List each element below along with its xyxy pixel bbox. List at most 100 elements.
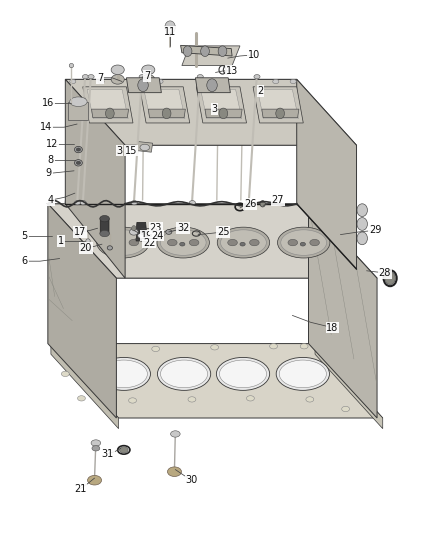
Ellipse shape [211,345,219,350]
Ellipse shape [107,239,117,246]
Circle shape [357,204,367,216]
Circle shape [201,46,209,56]
Ellipse shape [300,344,308,349]
Ellipse shape [241,83,246,86]
Ellipse shape [142,75,155,84]
Ellipse shape [130,229,138,235]
Polygon shape [140,87,190,123]
Ellipse shape [91,440,101,446]
Ellipse shape [180,243,185,246]
Text: 3: 3 [212,104,218,114]
Polygon shape [137,142,152,152]
Ellipse shape [69,348,77,353]
Polygon shape [68,102,88,120]
Ellipse shape [166,230,172,235]
Ellipse shape [288,239,297,246]
Ellipse shape [97,358,150,390]
Ellipse shape [92,446,100,451]
Text: 21: 21 [74,484,86,494]
Ellipse shape [120,243,125,246]
Text: 7: 7 [97,73,103,83]
Text: 19: 19 [141,231,153,241]
Text: 12: 12 [46,139,58,149]
Ellipse shape [111,65,124,75]
Ellipse shape [281,230,327,255]
Polygon shape [297,79,357,269]
Ellipse shape [74,160,82,166]
Ellipse shape [88,75,94,79]
Ellipse shape [167,467,181,477]
Text: 30: 30 [186,475,198,485]
Polygon shape [258,90,298,119]
Circle shape [218,46,227,56]
Polygon shape [92,109,129,118]
Ellipse shape [152,346,159,352]
Polygon shape [201,90,242,119]
Text: 5: 5 [21,231,28,241]
Ellipse shape [157,79,163,84]
Ellipse shape [157,358,211,390]
Ellipse shape [157,227,209,258]
Text: 23: 23 [149,223,162,233]
Circle shape [357,232,367,245]
Circle shape [357,217,367,230]
Polygon shape [136,231,147,241]
Polygon shape [65,79,357,146]
Circle shape [162,108,171,119]
Text: 2: 2 [258,86,264,96]
Ellipse shape [385,272,396,285]
Ellipse shape [188,397,196,402]
Polygon shape [262,109,299,118]
Ellipse shape [85,157,90,160]
Ellipse shape [306,397,314,402]
Ellipse shape [279,360,326,387]
Polygon shape [48,204,117,418]
Ellipse shape [129,239,139,246]
Ellipse shape [220,230,266,255]
Circle shape [106,108,114,119]
Polygon shape [148,109,185,118]
Ellipse shape [129,398,137,403]
Text: 24: 24 [151,231,163,241]
Ellipse shape [160,360,208,387]
Ellipse shape [300,243,305,246]
Polygon shape [144,90,185,119]
Polygon shape [205,109,242,118]
Text: 4: 4 [48,195,54,205]
Polygon shape [315,344,383,429]
Text: 22: 22 [143,238,155,247]
Text: 11: 11 [164,27,176,37]
Text: 7: 7 [144,71,150,81]
Ellipse shape [97,227,149,258]
Ellipse shape [189,239,199,246]
Polygon shape [195,78,230,93]
Ellipse shape [100,230,146,255]
Polygon shape [136,222,147,232]
Polygon shape [65,79,125,278]
Ellipse shape [111,75,124,84]
Text: 26: 26 [244,199,257,209]
Ellipse shape [219,360,267,387]
Polygon shape [196,87,247,123]
Ellipse shape [304,160,309,164]
Text: 10: 10 [248,50,260,60]
Ellipse shape [250,239,259,246]
Polygon shape [70,188,88,193]
Text: 29: 29 [369,225,381,236]
Text: 31: 31 [102,449,114,458]
Ellipse shape [216,358,270,390]
Polygon shape [51,344,383,418]
Polygon shape [83,87,133,123]
Text: 25: 25 [217,227,230,237]
Polygon shape [100,217,109,235]
Ellipse shape [70,97,87,107]
Circle shape [165,21,175,34]
Ellipse shape [61,371,69,376]
Ellipse shape [88,475,102,485]
Ellipse shape [276,358,329,390]
Ellipse shape [140,144,150,151]
Text: 15: 15 [125,146,137,156]
Ellipse shape [100,230,110,237]
Ellipse shape [76,161,81,165]
Text: 17: 17 [74,227,86,237]
